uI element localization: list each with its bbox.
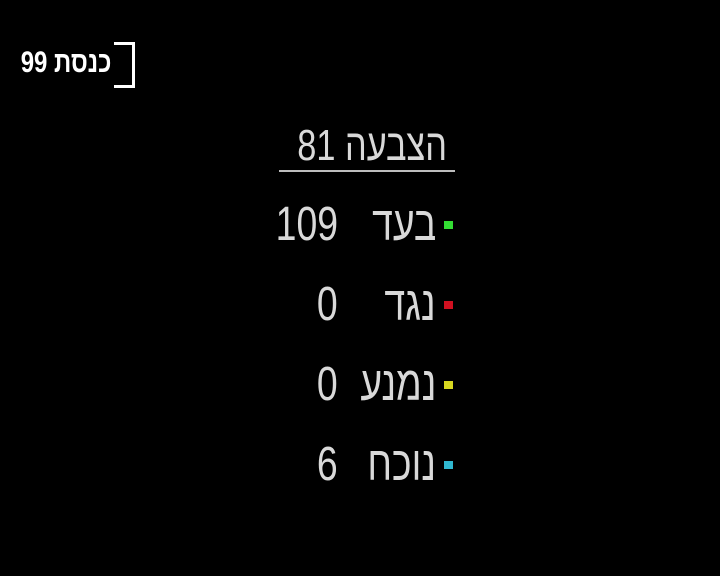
logo-bracket [114, 42, 135, 88]
vote-count: 0 [317, 358, 338, 411]
vote-label: נוכח [367, 438, 436, 491]
color-square-icon [444, 461, 453, 469]
vote-row-abstain: נמנע 0 [0, 360, 720, 410]
vote-title: הצבעה 81 [297, 121, 447, 170]
color-square-icon [444, 301, 453, 309]
title-divider [279, 170, 455, 172]
vote-row-present: נוכח 6 [0, 440, 720, 490]
vote-label: נגד [384, 278, 436, 331]
vote-count: 6 [317, 438, 338, 491]
vote-row-against: נגד 0 [0, 280, 720, 330]
color-square-icon [444, 221, 453, 229]
logo-text: כנסת 99 [20, 46, 112, 79]
vote-label: בעד [371, 198, 436, 251]
vote-count: 109 [275, 198, 338, 251]
color-square-icon [444, 381, 453, 389]
vote-row-for: בעד 109 [0, 200, 720, 250]
vote-count: 0 [317, 278, 338, 331]
channel-logo: כנסת 99 [20, 42, 135, 88]
vote-label: נמנע [360, 358, 436, 411]
